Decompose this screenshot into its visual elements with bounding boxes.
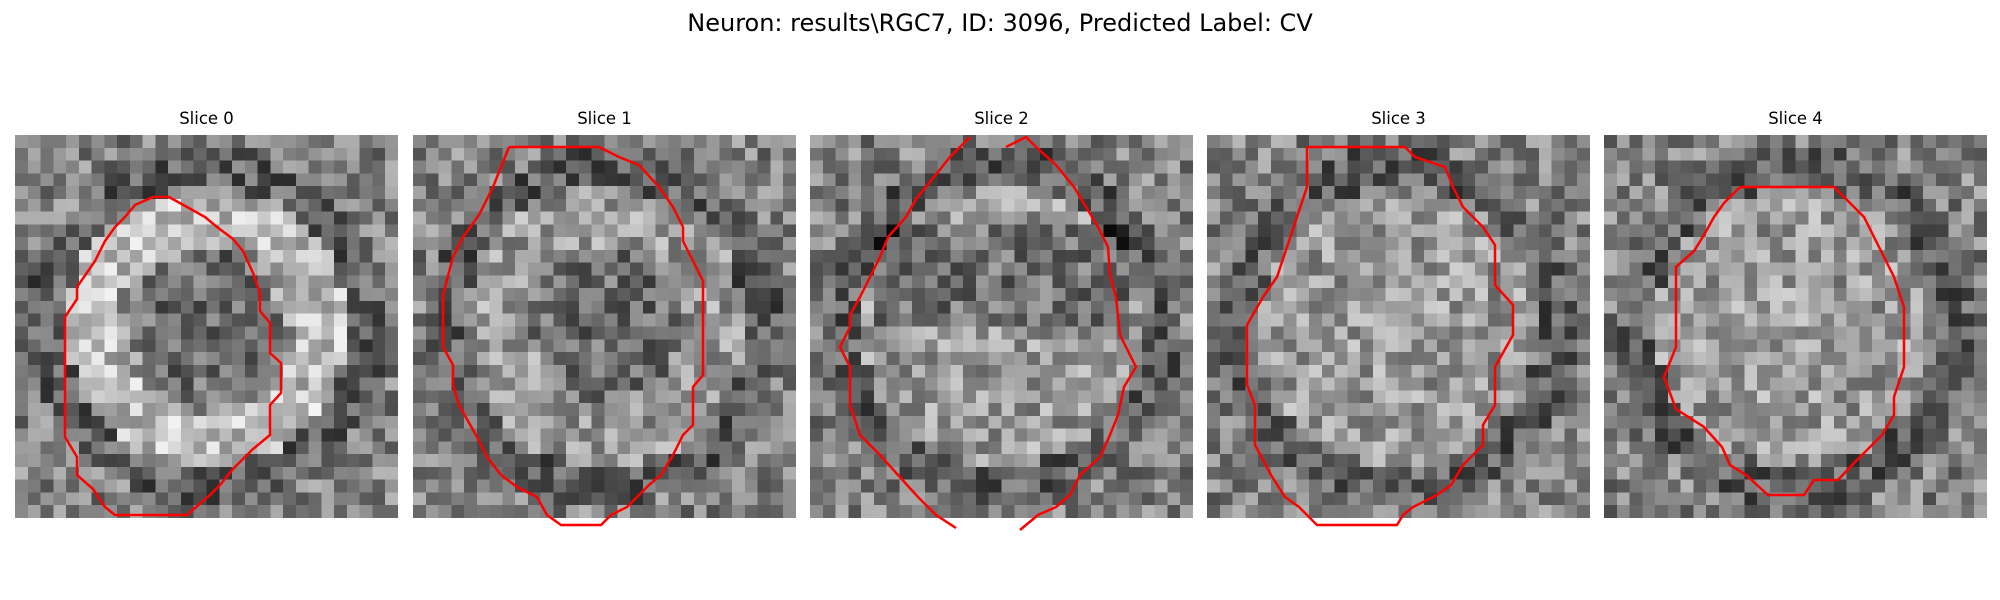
grayscale-slice-2 [810, 135, 1193, 518]
slice-title-4: Slice 4 [1768, 109, 1823, 128]
slice-panel-4: Slice 4 [1604, 108, 1987, 518]
slice-title-1: Slice 1 [577, 109, 632, 128]
slice-panel-2: Slice 2 [810, 108, 1193, 531]
contour-overlay-0 [63, 195, 283, 517]
slice-image-1 [413, 135, 796, 527]
slice-image-2 [810, 135, 1193, 531]
contour-overlay-4 [1662, 185, 1906, 497]
slice-title-3: Slice 3 [1371, 109, 1426, 128]
neuron-contour-1 [441, 145, 705, 527]
neuron-contour-2b [1005, 135, 1138, 531]
grayscale-slice-4 [1604, 135, 1987, 518]
slice-image-4 [1604, 135, 1987, 518]
contour-overlay-2 [838, 135, 1138, 531]
neuron-contour-3 [1245, 145, 1515, 527]
neuron-contour-2 [838, 136, 971, 530]
figure-title: Neuron: results\RGC7, ID: 3096, Predicte… [687, 9, 1313, 37]
slice-image-3 [1207, 135, 1590, 527]
neuron-contour-4 [1662, 185, 1906, 497]
grayscale-slice-3 [1207, 135, 1590, 518]
grayscale-slice-0 [15, 135, 398, 518]
contour-overlay-1 [441, 145, 705, 527]
slice-panel-3: Slice 3 [1207, 108, 1590, 527]
contour-overlay-3 [1245, 145, 1515, 527]
slice-title-2: Slice 2 [974, 109, 1029, 128]
slice-panel-0: Slice 0 [15, 108, 398, 518]
slice-title-0: Slice 0 [179, 109, 234, 128]
neuron-contour-0 [63, 195, 283, 517]
slice-panel-1: Slice 1 [413, 108, 796, 527]
slice-image-0 [15, 135, 398, 518]
grayscale-slice-1 [413, 135, 796, 518]
